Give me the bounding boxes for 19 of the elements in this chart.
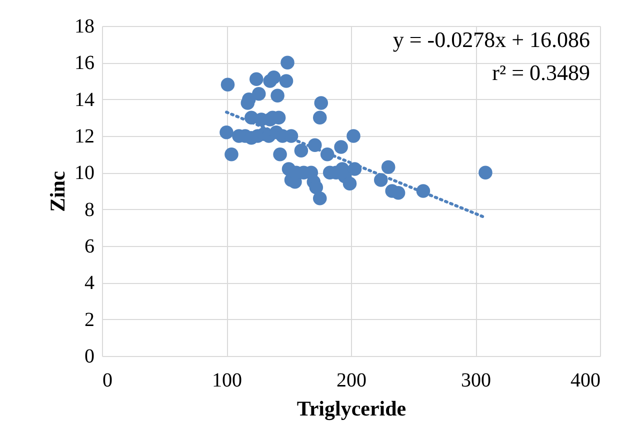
y-tick-label: 14 xyxy=(74,88,94,111)
x-tick-label: 400 xyxy=(570,370,600,392)
y-tick-label: 4 xyxy=(84,272,94,294)
y-axis-title: Zinc xyxy=(46,171,70,212)
y-tick-label: 6 xyxy=(84,236,94,258)
y-tick-label: 10 xyxy=(74,162,94,184)
y-tick-label: 0 xyxy=(84,346,94,368)
x-tick-label: 100 xyxy=(212,370,242,392)
x-tick-label: 0 xyxy=(102,370,112,392)
y-tick-label: 16 xyxy=(74,52,94,74)
y-tick-label: 18 xyxy=(74,16,94,38)
annotation: r² = 0.3489 xyxy=(492,60,590,85)
y-tick-label: 12 xyxy=(74,126,94,148)
x-tick-label: 200 xyxy=(336,370,366,392)
x-tick-label: 300 xyxy=(461,370,491,392)
annotation: y = -0.0278x + 16.086 xyxy=(392,27,590,52)
y-tick-label: 2 xyxy=(84,308,94,331)
x-axis-title: Triglyceride xyxy=(296,396,406,420)
y-tick-label: 8 xyxy=(84,198,94,221)
